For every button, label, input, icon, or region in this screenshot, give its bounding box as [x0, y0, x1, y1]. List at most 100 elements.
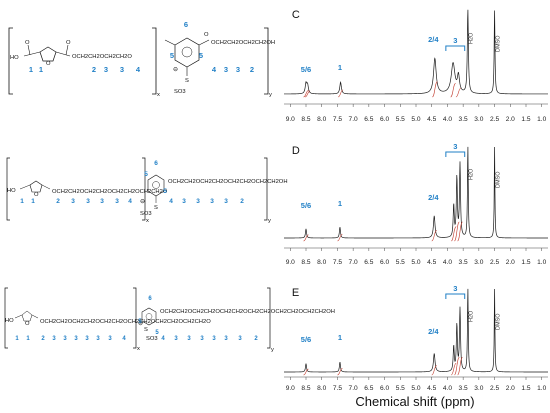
tick-label: 7.5 — [333, 385, 342, 392]
tick-label: 8.5 — [301, 116, 310, 123]
chain-1-position-label: 4 — [128, 198, 132, 205]
tick-label: 4.0 — [443, 385, 452, 392]
tick-label: 9.0 — [286, 116, 295, 123]
peak-label-aromatic: 5/6 — [301, 65, 311, 74]
ether-bracket — [445, 151, 466, 157]
tick-label: 6.5 — [364, 385, 373, 392]
tick-label: 5.5 — [396, 259, 405, 266]
tick-label: 5.5 — [396, 385, 405, 392]
integral-curve — [304, 90, 311, 98]
furan-ring-icon: O — [14, 310, 39, 327]
bracket-y-right — [264, 157, 268, 221]
tick-label: 2.5 — [490, 385, 499, 392]
tick-label: 4.5 — [427, 116, 436, 123]
bracket-y-right — [267, 287, 271, 349]
sulfonate-label: SO3 — [146, 336, 158, 342]
bracket-outer-left — [4, 287, 8, 349]
integral-curve — [451, 226, 457, 242]
charge-icon: ⊖ — [173, 67, 178, 73]
structure-middle: HO O OCH2CH2OCH2CH2OCH2CH2OCH2CH2O x S ⊖… — [6, 157, 288, 224]
peak-label-ether: 3 — [453, 36, 457, 45]
hydroxyl-label: HO — [10, 55, 19, 61]
tick-label: 3.0 — [474, 385, 483, 392]
chain-1-formula: OCH2CH2OCH2CH2OCH2CH2OCH2CH2O — [52, 189, 168, 195]
tick-label: 5.5 — [396, 116, 405, 123]
chain-2-position-label: 3 — [174, 336, 178, 342]
integral-curve — [303, 90, 309, 98]
integral-curve — [431, 365, 437, 376]
solvent-label-water: H2O — [469, 310, 475, 322]
chain-1-position-label: 3 — [100, 198, 104, 205]
integral-curve — [303, 234, 309, 242]
peak-label-ether: 3 — [453, 284, 457, 293]
tick-label: 7.0 — [349, 385, 358, 392]
subscript-x: x — [137, 346, 140, 352]
charge-icon: ⊖ — [140, 199, 145, 205]
peak-label-furan: 1 — [338, 199, 342, 208]
peak-label-ester: 2/4 — [428, 35, 439, 44]
spectrum-panel-D: 9.0 8.5 8.0 7.5 7.0 6.5 6.0 5.5 5.0 4.5 4.0 3.5 3.0 2… — [284, 142, 548, 266]
peak-label-furan: 1 — [338, 333, 342, 342]
peak-label-aromatic: 5/6 — [301, 335, 311, 344]
structure-top: HO O O O OCH2CH2OCH2CH2O x O — [8, 20, 275, 98]
benzene-ring-icon: O — [164, 32, 210, 76]
structure-bottom: HO O OCH2CH2OCH2CH2OCH2CH2OCH2CH2OCH2CH2… — [4, 287, 335, 353]
chain-1-position-label: 3 — [74, 336, 78, 342]
integral-curve — [450, 83, 456, 98]
tick-label: 1.5 — [521, 385, 530, 392]
integral-curve — [455, 87, 462, 98]
tick-label: 1.0 — [537, 385, 546, 392]
chain-2-position-label: 4 — [169, 198, 173, 205]
tick-label: 1.0 — [537, 116, 546, 123]
solvent-label-dmso: DMSO — [495, 171, 501, 188]
integral-curve — [454, 221, 460, 242]
nmr-spectra: 9.0 8.5 8.0 7.5 7.0 6.5 6.0 5.5 5.0 4.5 4.0 3.5 3.0 2… — [284, 9, 548, 392]
chain-1-position-label: 2 — [41, 336, 45, 342]
spectrum-panel-C: 9.0 8.5 8.0 7.5 7.0 6.5 6.0 5.5 5.0 4.5 4.0 3.5 3.0 2… — [284, 9, 548, 123]
chain-1-formula: OCH2CH2OCH2CH2O — [72, 54, 132, 60]
integral-curve — [457, 221, 463, 242]
integral-curve — [337, 368, 343, 376]
tick-label: 7.5 — [333, 116, 342, 123]
chain-2-position-label: 4 — [212, 65, 217, 74]
chain-2-position-label: 3 — [212, 336, 216, 342]
tick-label: 8.0 — [317, 259, 326, 266]
bracket-x-right — [152, 27, 157, 95]
benzene-ring-icon — [141, 307, 157, 326]
tick-label: 3.5 — [459, 385, 468, 392]
svg-text:O: O — [46, 61, 51, 67]
subscript-x: x — [146, 218, 149, 224]
ring-position-label: 5 — [144, 171, 148, 178]
tick-label: 7.0 — [349, 259, 358, 266]
ring-position-label: 5 — [163, 188, 167, 195]
integral-curve — [337, 233, 343, 242]
svg-text:O: O — [34, 192, 39, 198]
bracket-y-right — [264, 27, 269, 95]
chain-2-formula: OCH2CH2OCH2CH2OCH2CH2OCH2CH2OCH2CH2OCH2C… — [160, 309, 335, 315]
ring-position-label: 5 — [199, 51, 203, 60]
furan-position-label: 1 — [39, 65, 43, 74]
ring-position-label: 5 — [138, 319, 142, 325]
sulfur-label: S — [185, 78, 189, 84]
ring-position-label: 5 — [155, 330, 159, 336]
furan-position-label: 1 — [29, 65, 33, 74]
tick-label: 3.5 — [459, 259, 468, 266]
tick-label: 6.0 — [380, 259, 389, 266]
tick-label: 2.0 — [506, 385, 515, 392]
solvent-label-dmso: DMSO — [495, 313, 501, 330]
subscript-y: y — [268, 218, 271, 224]
subscript-y: y — [269, 92, 272, 98]
integral-curve — [303, 368, 309, 376]
chain-2-position-label: 3 — [200, 336, 204, 342]
integral-curve — [337, 89, 344, 98]
tick-label: 5.0 — [411, 385, 420, 392]
ether-bracket — [445, 293, 466, 299]
tick-label: 2.5 — [490, 116, 499, 123]
benzene-ring-icon — [147, 174, 165, 203]
tick-label: 4.0 — [443, 116, 452, 123]
furan-position-label: 1 — [31, 198, 35, 205]
chain-1-formula: OCH2CH2OCH2CH2OCH2CH2OCH2CH2OCH2CH2OCH2C… — [40, 319, 211, 325]
